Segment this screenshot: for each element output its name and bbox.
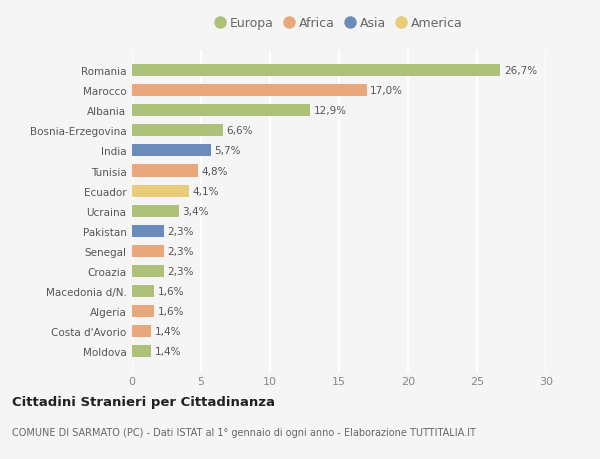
Bar (132, 205, 179, 217)
Text: 3,4%: 3,4% (182, 206, 209, 216)
Text: 5,7%: 5,7% (214, 146, 241, 156)
Text: 1,4%: 1,4% (155, 326, 181, 336)
Text: 17,0%: 17,0% (370, 86, 403, 96)
Bar (132, 125, 223, 137)
Bar (132, 225, 164, 237)
Text: 2,3%: 2,3% (167, 266, 194, 276)
Text: 2,3%: 2,3% (167, 246, 194, 256)
Text: COMUNE DI SARMATO (PC) - Dati ISTAT al 1° gennaio di ogni anno - Elaborazione TU: COMUNE DI SARMATO (PC) - Dati ISTAT al 1… (12, 427, 476, 437)
Bar (132, 85, 367, 97)
Bar (132, 145, 211, 157)
Bar (132, 305, 154, 317)
Bar (132, 185, 188, 197)
Text: 1,6%: 1,6% (158, 286, 184, 296)
Bar (132, 245, 164, 257)
Bar (132, 285, 154, 297)
Text: 4,1%: 4,1% (192, 186, 218, 196)
Text: 1,4%: 1,4% (155, 346, 181, 356)
Text: 4,8%: 4,8% (202, 166, 228, 176)
Text: 6,6%: 6,6% (227, 126, 253, 136)
Text: 1,6%: 1,6% (158, 306, 184, 316)
Bar (132, 325, 151, 337)
Bar (132, 65, 500, 77)
Text: 26,7%: 26,7% (504, 66, 537, 76)
Bar (132, 105, 310, 117)
Legend: Europa, Africa, Asia, America: Europa, Africa, Asia, America (212, 15, 466, 33)
Text: Cittadini Stranieri per Cittadinanza: Cittadini Stranieri per Cittadinanza (12, 395, 275, 408)
Text: 2,3%: 2,3% (167, 226, 194, 236)
Bar (132, 345, 151, 357)
Bar (132, 265, 164, 277)
Bar (132, 165, 198, 177)
Text: 12,9%: 12,9% (313, 106, 347, 116)
